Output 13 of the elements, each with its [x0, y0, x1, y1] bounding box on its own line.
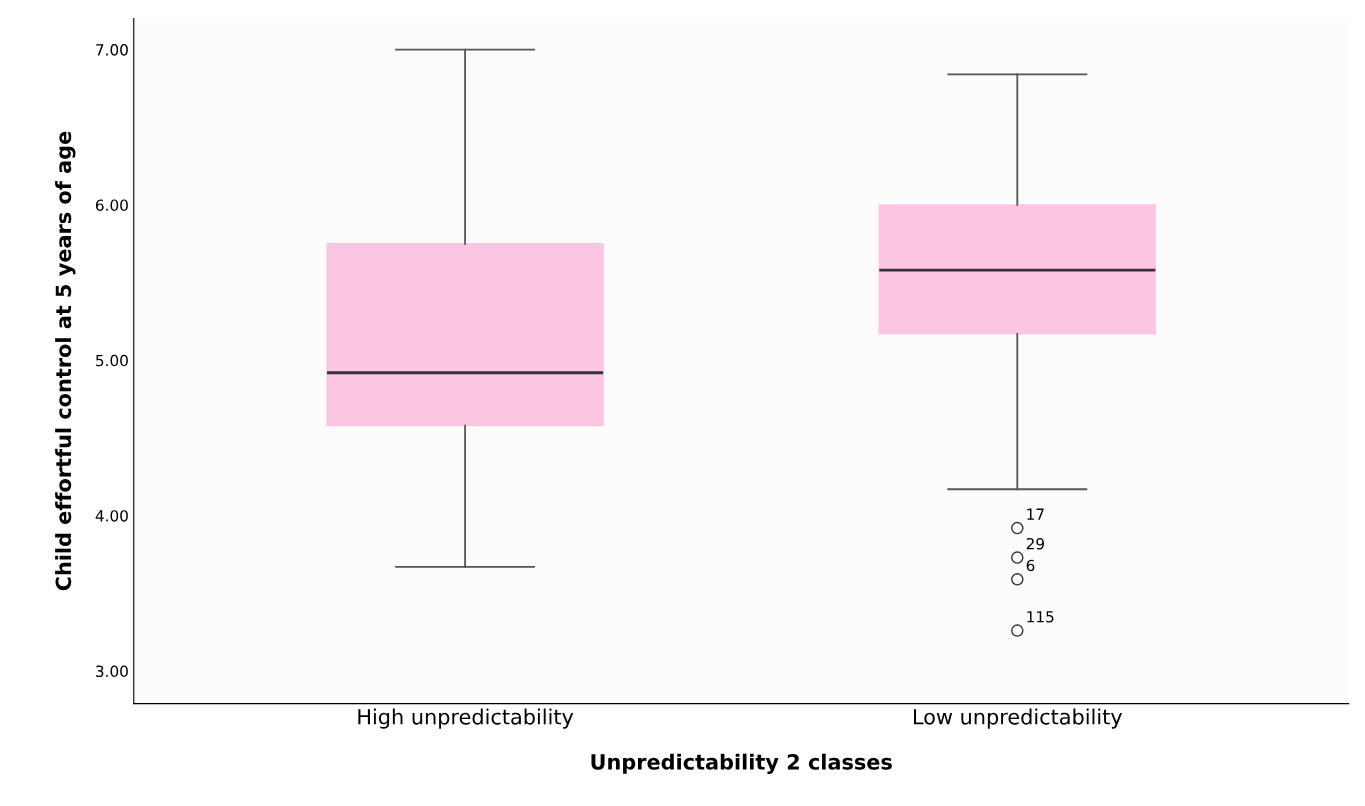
y-axis-title: Child effortful control at 5 years of age	[55, 131, 76, 591]
y-tick-label: 5.00	[96, 354, 128, 367]
x-tick-label: Low unpredictability	[914, 708, 1123, 729]
y-tick-label: 6.00	[95, 199, 128, 211]
y-tick-label: 3.00	[96, 665, 128, 678]
annotation: 6	[1026, 559, 1035, 572]
x-axis-title: Unpredictability 2 classes	[591, 753, 892, 774]
annotation: 115	[1027, 611, 1054, 623]
y-tick-label: 4.00	[95, 510, 128, 522]
x-tick-label: High unpredictability	[358, 708, 574, 729]
annotation: 17	[1027, 508, 1044, 520]
annotation: 29	[1026, 537, 1044, 550]
y-tick-label: 7.00	[96, 44, 128, 56]
